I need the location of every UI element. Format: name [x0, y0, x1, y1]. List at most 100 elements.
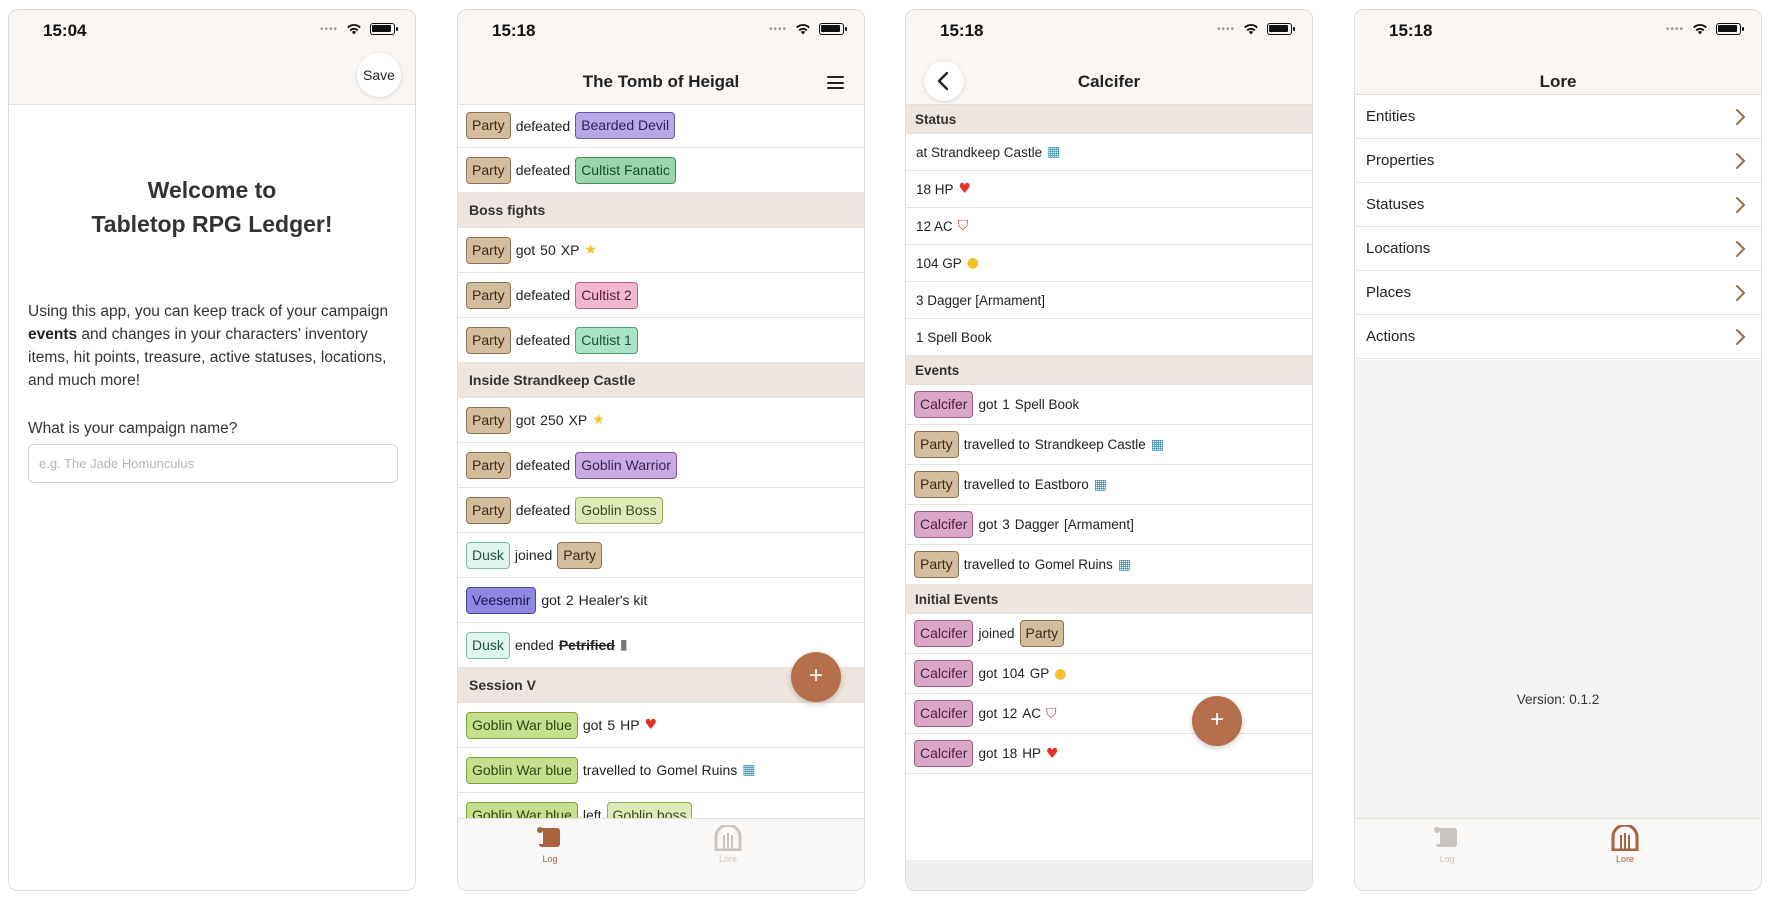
entity-tag[interactable]: Party — [914, 471, 959, 498]
tab-lore-label: Lore — [1615, 854, 1634, 864]
entity-tag[interactable]: Party — [466, 236, 511, 264]
list-item[interactable]: Calcifer got 1 Spell Book — [906, 385, 1312, 425]
list-item[interactable]: Calcifer got 18 HP ♥ — [906, 734, 1312, 774]
chevron-right-icon — [1736, 196, 1745, 213]
list-item[interactable]: Calcifer joined Party — [906, 614, 1312, 654]
entity-tag[interactable]: Goblin War blue — [466, 756, 578, 784]
map-icon: ▦ — [1150, 436, 1165, 453]
entity-tag[interactable]: Party — [466, 451, 511, 479]
status-row[interactable]: 12 AC ⛉ — [906, 208, 1312, 245]
entity-tag[interactable]: Dusk — [466, 541, 510, 569]
action-verb: got — [515, 242, 536, 258]
status-row[interactable]: 1 Spell Book — [906, 319, 1312, 356]
list-item[interactable]: Calcifer got 12 AC ⛉ — [906, 694, 1312, 734]
empty-area — [1355, 360, 1761, 818]
entity-tag[interactable]: Goblin Warrior — [575, 451, 677, 479]
entity-tag[interactable]: Party — [466, 156, 511, 184]
save-button[interactable]: Save — [357, 53, 401, 97]
entity-tag[interactable]: Dusk — [466, 631, 510, 659]
entity-tag[interactable]: Calcifer — [914, 620, 974, 647]
lore-item-statuses[interactable]: Statuses — [1355, 183, 1761, 227]
tab-log[interactable]: Log — [1417, 825, 1477, 864]
lore-item-entities[interactable]: Entities — [1355, 95, 1761, 139]
entity-tag[interactable]: Party — [466, 281, 511, 309]
entity-tag[interactable]: Party — [914, 551, 959, 578]
list-item[interactable]: Dusk joined Party — [458, 533, 864, 578]
status-row[interactable]: 104 GP ● — [906, 245, 1312, 282]
list-item[interactable]: Party defeated Cultist 2 — [458, 273, 864, 318]
entity-tag[interactable]: Calcifer — [914, 391, 974, 418]
entity-tag[interactable]: Calcifer — [914, 660, 974, 687]
list-item[interactable]: Party got 50 XP ★ — [458, 228, 864, 273]
entity-tag[interactable]: Bearded Devil — [575, 112, 676, 139]
action-verb: joined — [978, 626, 1015, 641]
entity-tag[interactable]: Party — [914, 431, 959, 458]
list-item[interactable]: Party travelled to Strandkeep Castle ▦ — [906, 425, 1312, 465]
entity-tag[interactable]: Cultist Fanatic — [575, 156, 676, 184]
tab-lore[interactable]: Lore — [1595, 823, 1655, 864]
quantity: 250 — [540, 412, 564, 428]
entity-tag[interactable]: Party — [466, 406, 511, 434]
entity-tag[interactable]: Party — [466, 112, 511, 139]
status-row[interactable]: 18 HP ♥ — [906, 171, 1312, 208]
list-item[interactable]: Calcifer got 104 GP ● — [906, 654, 1312, 694]
list-item[interactable]: Party defeated Goblin Boss — [458, 488, 864, 533]
entity-tag[interactable]: Veesemir — [466, 586, 537, 614]
lore-item-label: Statuses — [1366, 196, 1425, 213]
tab-log-label: Log — [542, 854, 558, 864]
list-item[interactable]: Party defeated Cultist 1 — [458, 318, 864, 363]
place-name: Strandkeep Castle — [1034, 437, 1146, 452]
list-item[interactable]: Dusk ended Petrified ▮ — [458, 623, 864, 668]
action-verb: defeated — [515, 457, 571, 473]
list-item[interactable]: Party defeated Bearded Devil — [458, 104, 864, 148]
tab-lore[interactable]: Lore — [698, 823, 758, 864]
action-verb: got — [978, 706, 998, 721]
list-item[interactable]: Party travelled to Eastboro ▦ — [906, 465, 1312, 505]
entity-tag[interactable]: Calcifer — [914, 740, 974, 767]
list-item[interactable]: Goblin War blue travelled to Gomel Ruins… — [458, 748, 864, 793]
section-header: Status — [906, 105, 1312, 134]
entity-tag[interactable]: Goblin War blue — [466, 711, 578, 739]
list-item[interactable]: Party defeated Cultist Fanatic — [458, 148, 864, 193]
entity-tag[interactable]: Party — [1019, 620, 1065, 647]
entity-tag[interactable]: Party — [466, 326, 511, 354]
list-item[interactable]: Party got 250 XP ★ — [458, 398, 864, 443]
entity-tag[interactable]: Cultist 1 — [575, 326, 638, 354]
back-button[interactable] — [924, 61, 964, 101]
menu-icon[interactable] — [827, 76, 844, 89]
list-item[interactable]: Veesemir got 2 Healer's kit — [458, 578, 864, 623]
action-verb: defeated — [515, 287, 571, 303]
status-time: 15:18 — [492, 21, 536, 40]
lore-item-properties[interactable]: Properties — [1355, 139, 1761, 183]
status-row[interactable]: 3 Dagger [Armament] — [906, 282, 1312, 319]
item-name: Healer's kit — [578, 592, 648, 608]
list-item[interactable]: Calcifer got 3 Dagger [Armament] — [906, 505, 1312, 545]
list-item[interactable]: Goblin War blue got 5 HP ♥ — [458, 703, 864, 748]
section-header: Inside Strandkeep Castle — [458, 363, 864, 398]
action-verb: defeated — [515, 117, 571, 134]
entity-tag[interactable]: Calcifer — [914, 700, 974, 727]
add-event-button[interactable]: + — [791, 652, 841, 702]
list-item[interactable]: Party travelled to Gomel Ruins ▦ — [906, 545, 1312, 585]
status-row[interactable]: at Strandkeep Castle ▦ — [906, 134, 1312, 171]
entity-tag[interactable]: Cultist 2 — [575, 281, 638, 309]
entity-tag[interactable]: Party — [466, 496, 511, 524]
entity-tag[interactable]: Party — [557, 541, 602, 569]
entity-tag[interactable]: Calcifer — [914, 511, 974, 538]
lore-item-actions[interactable]: Actions — [1355, 315, 1761, 359]
lore-item-locations[interactable]: Locations — [1355, 227, 1761, 271]
tab-log[interactable]: Log — [520, 825, 580, 864]
entity-tag[interactable]: Goblin Boss — [575, 496, 663, 524]
signal-icon: •••• — [1216, 23, 1235, 35]
list-item[interactable]: Party defeated Goblin Warrior — [458, 443, 864, 488]
lore-item-places[interactable]: Places — [1355, 271, 1761, 315]
heart-icon: ♥ — [958, 181, 972, 197]
bookshelf-arch-icon — [1611, 823, 1639, 852]
campaign-name-input[interactable] — [28, 444, 398, 483]
entity-title: Calcifer — [1077, 72, 1141, 91]
wifi-icon — [796, 24, 810, 35]
tab-bar: Log Lore — [1355, 818, 1761, 890]
tab-bar: Log Lore — [458, 818, 864, 890]
map-icon: ▦ — [742, 762, 756, 778]
add-event-button[interactable]: + — [1192, 696, 1242, 746]
